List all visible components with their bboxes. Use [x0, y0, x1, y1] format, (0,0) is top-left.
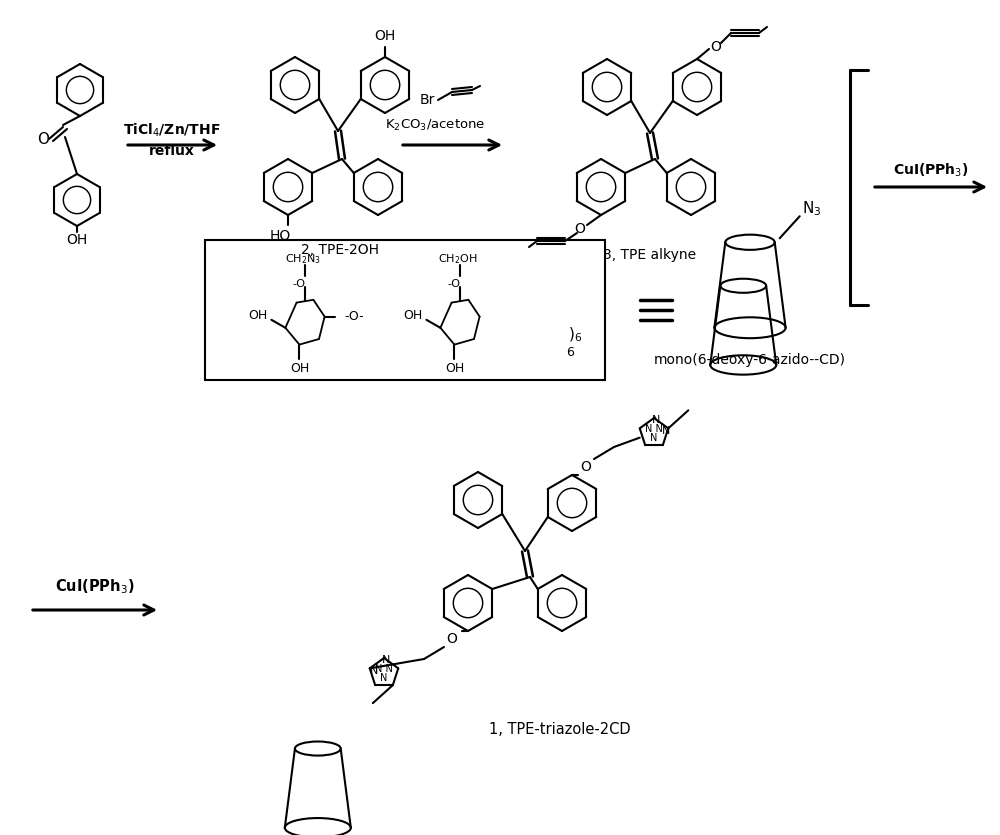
- Text: N N: N N: [645, 424, 663, 434]
- Text: 1, TPE-triazole-2CD: 1, TPE-triazole-2CD: [489, 722, 631, 737]
- Text: OH: OH: [374, 29, 396, 43]
- Text: )$_6$: )$_6$: [568, 326, 582, 344]
- Text: OH: OH: [248, 309, 267, 322]
- Text: reflux: reflux: [149, 144, 195, 158]
- Text: OH: OH: [403, 309, 422, 322]
- Text: 2, TPE-2OH: 2, TPE-2OH: [301, 243, 379, 257]
- Text: -O: -O: [292, 280, 305, 290]
- Text: CH$_2$OH: CH$_2$OH: [438, 252, 478, 266]
- Text: OH: OH: [290, 362, 309, 375]
- Text: CuI(PPh$_3$): CuI(PPh$_3$): [893, 161, 969, 179]
- Bar: [205, 240, 605, 380]
- Text: N: N: [650, 433, 658, 443]
- Text: mono(6-deoxy-6-azido--CD): mono(6-deoxy-6-azido--CD): [654, 353, 846, 367]
- Text: O: O: [575, 222, 585, 236]
- Text: OH: OH: [445, 362, 464, 375]
- Text: N N: N N: [375, 664, 393, 674]
- Text: O: O: [711, 40, 721, 54]
- Text: N: N: [380, 673, 388, 683]
- Text: N: N: [662, 426, 670, 436]
- Text: O: O: [447, 632, 457, 646]
- Text: OH: OH: [66, 233, 88, 247]
- Text: N: N: [382, 655, 390, 665]
- Text: CH$_2$N$_3$: CH$_2$N$_3$: [285, 252, 321, 266]
- Text: K$_2$CO$_3$/acetone: K$_2$CO$_3$/acetone: [385, 118, 485, 133]
- Text: N: N: [652, 415, 660, 425]
- Text: O: O: [581, 460, 591, 474]
- Text: -O: -O: [447, 280, 460, 290]
- Text: O: O: [37, 131, 49, 146]
- Text: CuI(PPh$_3$): CuI(PPh$_3$): [55, 578, 135, 596]
- Text: N$_3$: N$_3$: [802, 199, 821, 218]
- Text: N: N: [370, 666, 378, 676]
- Text: 6: 6: [566, 347, 574, 360]
- Text: Br: Br: [420, 93, 435, 107]
- Text: TiCl$_4$/Zn/THF: TiCl$_4$/Zn/THF: [123, 121, 221, 139]
- Text: 3, TPE alkyne: 3, TPE alkyne: [603, 248, 697, 262]
- Text: -O-: -O-: [345, 310, 364, 323]
- Text: HO: HO: [269, 229, 291, 243]
